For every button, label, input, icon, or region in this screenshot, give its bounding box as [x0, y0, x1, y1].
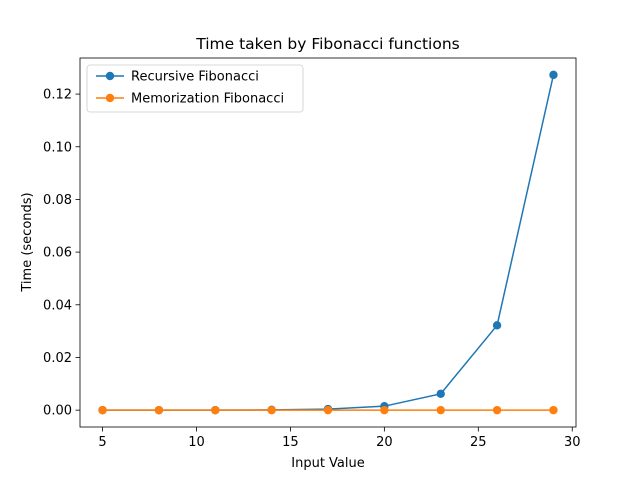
legend-label: Recursive Fibonacci	[131, 70, 259, 85]
x-tick-label: 30	[564, 435, 581, 450]
y-axis-label: Time (seconds)	[20, 192, 35, 292]
series-1	[98, 70, 558, 415]
legend-marker	[105, 71, 115, 81]
y-tick-label: 0.04	[43, 298, 72, 313]
data-point	[380, 405, 389, 415]
data-point	[549, 405, 558, 415]
data-point	[436, 389, 445, 399]
y-tick-label: 0.00	[43, 404, 72, 419]
data-point	[492, 405, 502, 415]
plot-area	[79, 57, 577, 428]
y-tick-label: 0.10	[43, 140, 72, 155]
y-tick-label: 0.12	[43, 88, 72, 103]
legend-item: Memorization Fibonacci	[96, 92, 284, 107]
x-axis-label: Input Value	[291, 456, 365, 471]
x-tick-label: 15	[282, 435, 299, 450]
data-point	[154, 405, 164, 415]
legend-frame	[86, 64, 304, 113]
data-point	[323, 405, 333, 415]
data-point	[549, 70, 558, 80]
x-axis: 5 10 15 20 25 30	[98, 427, 581, 450]
y-axis: 0.00 0.02 0.04 0.06 0.08 0.10 0.12	[43, 88, 80, 419]
data-point	[267, 405, 276, 415]
series-line-1	[102, 74, 555, 411]
legend-label: Memorization Fibonacci	[131, 92, 284, 107]
y-tick-label: 0.08	[43, 193, 72, 208]
data-point	[98, 405, 107, 415]
data-point	[436, 405, 445, 415]
legend-marker	[105, 93, 115, 103]
data-point	[492, 321, 502, 330]
legend: Recursive Fibonacci Memorization Fibonacc…	[86, 64, 304, 113]
data-point	[211, 405, 220, 415]
y-tick-label: 0.06	[43, 246, 72, 261]
x-tick-label: 5	[98, 435, 106, 450]
legend-item: Recursive Fibonacci	[96, 70, 259, 85]
x-tick-label: 10	[188, 435, 205, 450]
chart-title: Time taken by Fibonacci functions	[195, 35, 460, 53]
y-tick-label: 0.02	[43, 351, 72, 366]
series-2	[98, 405, 558, 415]
x-tick-label: 20	[376, 435, 393, 450]
plot-frame	[79, 57, 577, 428]
x-tick-label: 25	[470, 435, 487, 450]
